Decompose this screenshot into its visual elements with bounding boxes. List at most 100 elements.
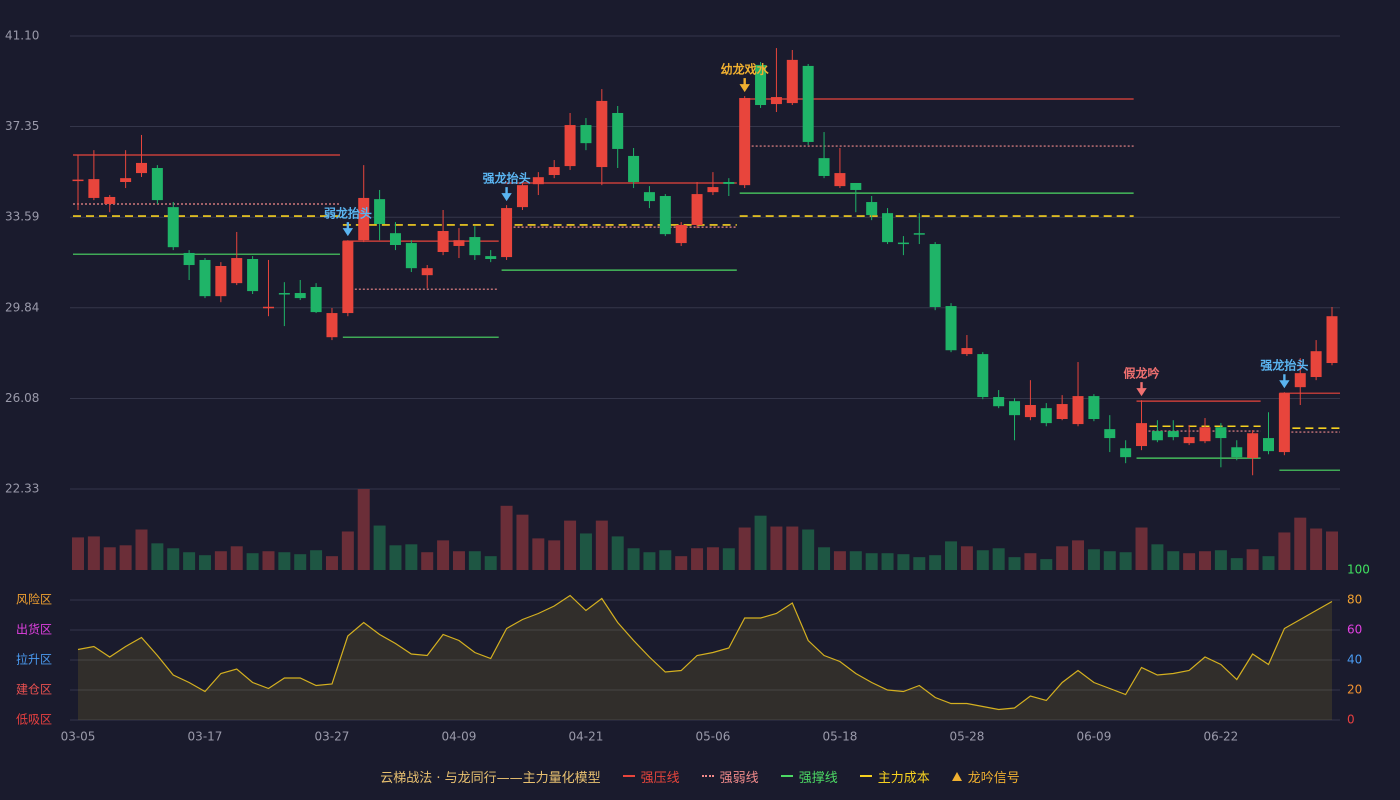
candle-body: [104, 196, 116, 204]
x-tick-label: 05-06: [695, 730, 730, 744]
volume-bar: [198, 555, 211, 570]
volume-bar: [183, 552, 196, 570]
candle-body: [342, 241, 354, 314]
candle-body: [929, 244, 941, 308]
x-tick-label: 04-09: [442, 730, 477, 744]
legend-swatch: [622, 775, 635, 777]
candle-body: [167, 207, 179, 248]
volume-bar: [452, 551, 465, 570]
volume-bar: [675, 556, 688, 570]
volume-bar: [1262, 556, 1275, 570]
candle-body: [755, 64, 767, 106]
volume-bar: [897, 554, 910, 570]
volume-bar: [500, 505, 513, 570]
legend-label: 龙吟信号: [967, 770, 1020, 786]
legend: 云梯战法 · 与龙同行——主力量化模型 强压线 强弱线 强撑线 主力成本 龙吟信号: [0, 766, 1400, 786]
candle-body: [818, 158, 830, 176]
y-tick-label: 41.10: [5, 29, 39, 43]
volume-bar: [595, 520, 608, 570]
legend-swatch: [951, 771, 962, 781]
volume-bar: [72, 537, 84, 570]
zone-label: 拉升区: [16, 652, 52, 667]
candle-body: [358, 197, 370, 241]
volume-bar: [167, 548, 180, 570]
candle-body: [1072, 396, 1084, 425]
candle-body: [1088, 396, 1100, 420]
legend-label: 主力成本: [877, 770, 930, 786]
zone-label: 出货区: [16, 622, 52, 637]
candle-body: [834, 173, 846, 187]
chart: 22.33 26.08 29.84 33.59 37.35 41.10 0 20 40 60 80 1…: [5, 29, 1370, 744]
x-tick-label: 03-17: [188, 730, 223, 744]
candle-body: [707, 187, 719, 193]
legend-label: 强压线: [640, 770, 680, 786]
volume-bar: [484, 556, 497, 570]
volume-bar: [786, 526, 799, 570]
candle-body: [453, 240, 465, 246]
volume-bar: [1199, 551, 1212, 570]
candle-body: [1247, 433, 1259, 459]
volume-bar: [849, 551, 862, 570]
volume-bar: [1072, 540, 1085, 570]
x-tick-label: 06-09: [1076, 730, 1111, 744]
candle-body: [501, 208, 513, 258]
volume-bar: [548, 540, 561, 570]
volume-bar: [976, 550, 989, 570]
volume-bar: [1167, 551, 1180, 570]
y2-tick-label: 40: [1347, 653, 1362, 667]
volume-bar: [246, 553, 259, 570]
legend-item: 龙吟信号: [951, 767, 1020, 786]
candle-body: [326, 313, 338, 338]
volume-bar: [579, 533, 592, 570]
candle-body: [1040, 408, 1052, 424]
candle-body: [1263, 438, 1275, 452]
volume-bar: [1040, 559, 1053, 570]
candle-body: [1199, 427, 1211, 442]
volume-bar: [151, 543, 164, 570]
candle-body: [231, 258, 243, 284]
signal-label: 弱龙抬头: [324, 206, 372, 221]
candle-body: [1120, 448, 1132, 458]
candle-body: [897, 242, 909, 245]
candle-body: [675, 224, 687, 244]
volume-bar: [1183, 553, 1196, 570]
candle-body: [691, 194, 703, 225]
volume-bar: [1008, 557, 1021, 570]
candle-body: [1024, 405, 1036, 418]
volume-bar: [1151, 544, 1164, 570]
candle-body: [596, 100, 608, 168]
signal-arrow: [342, 222, 354, 237]
volume-bar: [135, 529, 148, 570]
candle-body: [1294, 373, 1306, 388]
volume-bar: [437, 540, 450, 570]
legend-swatch: [701, 775, 714, 777]
volume-bar: [770, 526, 783, 570]
candle-body: [278, 293, 290, 295]
y2-tick-label: 80: [1347, 593, 1362, 607]
candle-body: [310, 286, 322, 313]
candle-body: [1278, 393, 1290, 453]
legend-swatch: [859, 775, 872, 777]
x-tick-label: 05-28: [949, 730, 984, 744]
candle-body: [659, 196, 671, 235]
volume-bar: [1230, 558, 1243, 570]
volume-bar: [611, 536, 624, 570]
candle-body: [1167, 431, 1179, 438]
candle-body: [945, 306, 957, 351]
volume-bar: [643, 552, 656, 570]
legend-item: 强压线: [622, 767, 680, 786]
legend-label: 强撑线: [798, 770, 838, 786]
signal-arrow: [739, 78, 750, 93]
volume-bar: [1246, 549, 1259, 570]
volume-bar: [278, 552, 291, 570]
candle-body: [374, 199, 386, 225]
candle-body: [643, 192, 655, 202]
candle-body: [786, 59, 798, 104]
volume-bar: [1135, 527, 1148, 570]
volume-bar: [373, 525, 386, 570]
signal-label: 幼龙戏水: [721, 62, 770, 77]
candle-body: [850, 182, 862, 190]
volume-bar: [706, 547, 719, 570]
volume-bar: [325, 556, 338, 570]
